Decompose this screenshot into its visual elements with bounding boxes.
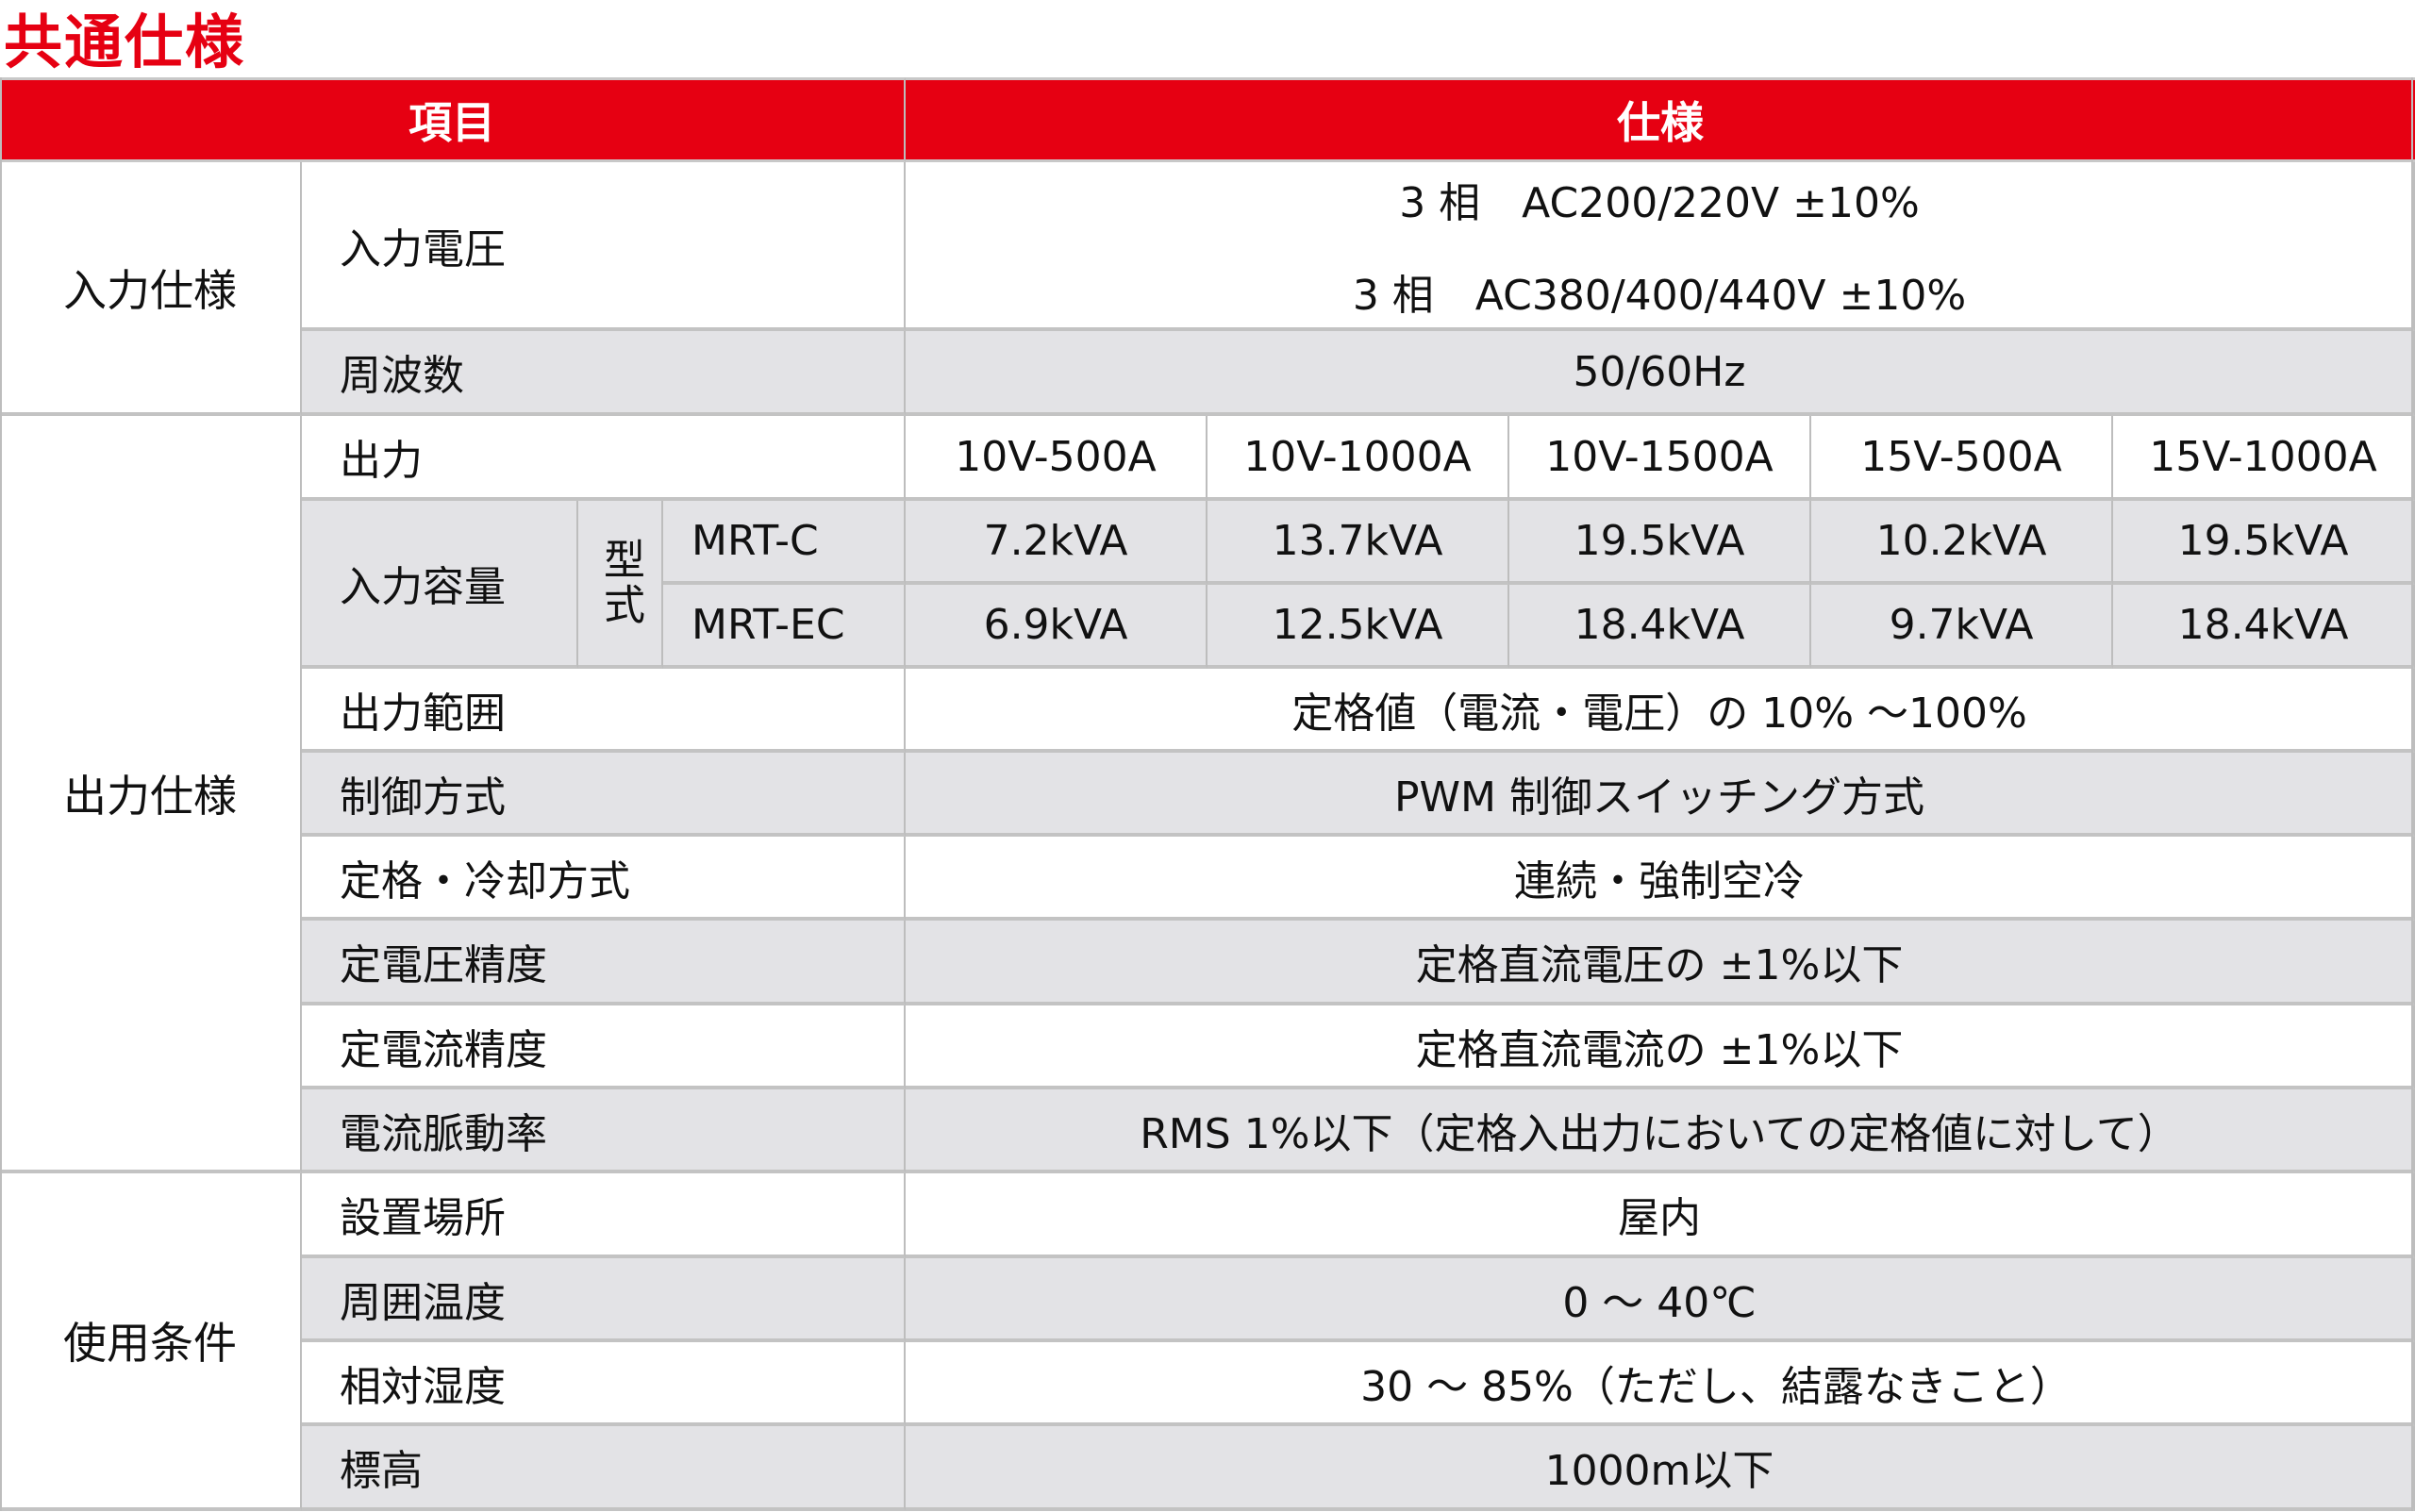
input-voltage-line-1: 3 相 AC200/220V ±10% [1399, 178, 1920, 227]
group-output: 出力仕様 [0, 416, 302, 1173]
row-value-cv-accuracy: 定格直流電圧の ±1%以下 [906, 921, 2415, 1005]
mrt-c-col-3: 19.5kVA [1509, 501, 1811, 585]
row-value-control: PWM 制御スイッチング方式 [906, 753, 2415, 837]
output-col-4: 15V-500A [1811, 416, 2113, 501]
row-value-altitude: 1000m以下 [906, 1426, 2415, 1511]
row-value-cc-accuracy: 定格直流電流の ±1%以下 [906, 1005, 2415, 1089]
row-label-output: 出力 [302, 416, 906, 501]
row-label-input-capacity: 入力容量 [302, 501, 578, 669]
row-value-ripple: RMS 1%以下（定格入出力においての定格値に対して） [906, 1089, 2415, 1173]
type-label: 型式 [578, 501, 663, 669]
header-spec: 仕様 [906, 77, 2415, 162]
output-col-5: 15V-1000A [2113, 416, 2415, 501]
row-label-control: 制御方式 [302, 753, 906, 837]
mrt-ec-col-2: 12.5kVA [1208, 585, 1509, 669]
row-label-output-range: 出力範囲 [302, 669, 906, 753]
mrt-c-col-4: 10.2kVA [1811, 501, 2113, 585]
row-label-cv-accuracy: 定電圧精度 [302, 921, 906, 1005]
mrt-ec-col-3: 18.4kVA [1509, 585, 1811, 669]
output-col-2: 10V-1000A [1208, 416, 1509, 501]
mrt-ec-col-1: 6.9kVA [906, 585, 1208, 669]
mrt-c-col-2: 13.7kVA [1208, 501, 1509, 585]
mrt-ec-col-4: 9.7kVA [1811, 585, 2113, 669]
row-value-rating-cooling: 連続・強制空冷 [906, 837, 2415, 921]
output-col-1: 10V-500A [906, 416, 1208, 501]
input-voltage-line-2: 3 相 AC380/400/440V ±10% [1352, 271, 1967, 320]
row-value-humidity: 30 ～ 85%（ただし、結露なきこと） [906, 1342, 2415, 1426]
mrt-c-col-5: 19.5kVA [2113, 501, 2415, 585]
row-label-rating-cooling: 定格・冷却方式 [302, 837, 906, 921]
row-label-input-voltage: 入力電圧 [302, 162, 906, 331]
row-label-altitude: 標高 [302, 1426, 906, 1511]
row-value-output-range: 定格値（電流・電圧）の 10% ～100% [906, 669, 2415, 753]
page-title: 共通仕様 [4, 8, 246, 76]
row-label-location: 設置場所 [302, 1173, 906, 1258]
row-label-ambient-temp: 周囲温度 [302, 1258, 906, 1342]
row-value-ambient-temp: 0 ～ 40℃ [906, 1258, 2415, 1342]
row-label-cc-accuracy: 定電流精度 [302, 1005, 906, 1089]
group-input: 入力仕様 [0, 162, 302, 416]
row-label-humidity: 相対湿度 [302, 1342, 906, 1426]
header-item: 項目 [0, 77, 906, 162]
row-value-frequency: 50/60Hz [906, 331, 2415, 416]
mrt-ec-col-5: 18.4kVA [2113, 585, 2415, 669]
row-label-ripple: 電流脈動率 [302, 1089, 906, 1173]
mrt-c-col-1: 7.2kVA [906, 501, 1208, 585]
group-usage: 使用条件 [0, 1173, 302, 1511]
model-mrt-ec: MRT-EC [663, 585, 906, 669]
row-label-frequency: 周波数 [302, 331, 906, 416]
row-value-location: 屋内 [906, 1173, 2415, 1258]
output-col-3: 10V-1500A [1509, 416, 1811, 501]
model-mrt-c: MRT-C [663, 501, 906, 585]
row-value-input-voltage: 3 相 AC200/220V ±10% 3 相 AC380/400/440V ±… [906, 162, 2415, 331]
